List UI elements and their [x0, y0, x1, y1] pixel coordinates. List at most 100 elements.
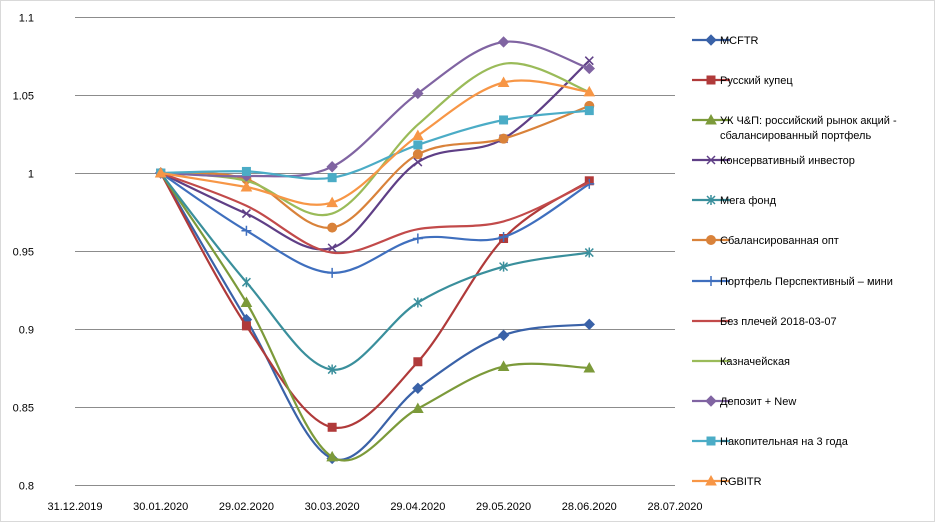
series-10: [155, 36, 595, 182]
data-point: [412, 233, 423, 244]
legend-item: Сбалансированная опт: [692, 235, 839, 247]
data-point: [497, 36, 510, 48]
data-point: [498, 231, 509, 242]
x-tick-label: 29.05.2020: [476, 501, 531, 513]
legend-item: Без плечей 2018-03-07: [692, 316, 837, 328]
y-tick-label: 0.8: [19, 481, 34, 493]
data-point: [584, 106, 594, 116]
y-tick-label: 0.85: [13, 403, 34, 415]
legend-label: MCFTR: [720, 35, 759, 47]
data-point: [326, 196, 338, 208]
x-tick-label: 28.07.2020: [647, 501, 702, 513]
x-tick-label: 28.06.2020: [562, 501, 617, 513]
series-11: [156, 106, 594, 183]
legend-label: Депозит + New: [720, 396, 796, 408]
data-point: [497, 360, 510, 371]
legend-marker: [705, 395, 717, 407]
data-point: [412, 382, 424, 394]
data-point: [583, 318, 595, 331]
data-point: [241, 321, 251, 331]
data-point: [412, 402, 424, 414]
y-tick-label: 1.1: [19, 13, 34, 25]
data-point: [327, 173, 337, 183]
series-4: [156, 56, 594, 253]
x-tick-label: 30.01.2020: [133, 501, 188, 513]
legend-item: Накопительная на 3 года: [692, 436, 849, 448]
data-point: [583, 85, 596, 97]
x-tick-label: 29.04.2020: [390, 501, 445, 513]
data-point: [327, 267, 338, 278]
legend-item: MCFTR: [692, 34, 759, 47]
y-tick-label: 0.9: [19, 325, 34, 337]
legend-marker: [706, 276, 716, 286]
data-point: [241, 166, 251, 176]
legend-marker: [706, 75, 716, 85]
legend-label: Портфель Перспективный – мини: [720, 276, 893, 288]
data-point: [498, 133, 509, 144]
legend-marker: [706, 195, 716, 205]
legend-item: УК Ч&П: российский рынок акций -сбаланси…: [692, 113, 897, 142]
series-9: [160, 62, 590, 217]
legend-item: Портфель Перспективный – мини: [692, 276, 893, 288]
data-point: [326, 450, 338, 462]
data-point: [499, 261, 509, 272]
data-point: [497, 76, 510, 88]
series-line: [159, 172, 590, 371]
data-point: [499, 115, 509, 125]
legend-marker: [706, 235, 716, 245]
legend-label: Мега фонд: [720, 195, 777, 207]
y-axis-ticks: 0.8 0.85 0.9 0.95 1 1.05 1.1: [13, 13, 34, 493]
legend-marker: [705, 34, 717, 46]
x-axis-ticks: 31.12.2019 30.01.2020 29.02.2020 30.03.2020…: [47, 501, 702, 513]
series-line: [160, 171, 590, 255]
data-point: [413, 297, 423, 308]
legend-item: Казначейская: [692, 356, 790, 368]
data-point: [241, 225, 252, 236]
legend-label: Консервативный инвестор: [720, 155, 855, 167]
data-point: [327, 222, 338, 233]
data-point: [412, 87, 424, 100]
data-point: [327, 243, 337, 253]
legend-item: RGBITR: [692, 474, 762, 488]
data-point: [412, 149, 423, 160]
series-line: [160, 62, 590, 217]
legend-item: Русский купец: [692, 75, 793, 87]
legend: MCFTR Русский купец УК Ч&П: российский рын…: [692, 34, 897, 488]
legend-marker: [705, 113, 717, 125]
legend-label: Русский купец: [720, 75, 793, 87]
data-point: [154, 166, 167, 178]
data-point: [413, 357, 423, 367]
series-line: [160, 172, 590, 274]
x-tick-label: 29.02.2020: [219, 501, 274, 513]
legend-label: Накопительная на 3 года: [720, 436, 849, 448]
data-point: [584, 56, 594, 66]
x-tick-label: 31.12.2019: [47, 501, 102, 513]
data-point: [327, 364, 337, 375]
data-point: [327, 422, 337, 432]
legend-label: Без плечей 2018-03-07: [720, 316, 837, 328]
data-point: [583, 361, 596, 373]
legend-label: RGBITR: [720, 476, 762, 488]
legend-label: УК Ч&П: российский рынок акций -сбаланси…: [720, 115, 897, 142]
legend-marker: [706, 155, 716, 165]
data-point: [241, 209, 251, 219]
series-line: [160, 109, 590, 180]
data-point: [412, 129, 424, 141]
series-line: [160, 79, 590, 206]
data-point: [241, 277, 251, 288]
legend-label: Казначейская: [720, 356, 790, 368]
y-tick-label: 0.95: [13, 247, 34, 259]
legend-item: Консервативный инвестор: [692, 155, 855, 167]
data-point: [240, 296, 253, 307]
data-point: [413, 140, 423, 150]
legend-item: Депозит + New: [692, 395, 796, 408]
data-point: [583, 62, 595, 75]
data-point: [413, 157, 423, 167]
data-point: [497, 329, 510, 341]
legend-marker: [705, 474, 717, 486]
series-12: [154, 76, 596, 208]
y-tick-label: 1: [28, 169, 34, 181]
y-tick-label: 1.05: [13, 91, 34, 103]
